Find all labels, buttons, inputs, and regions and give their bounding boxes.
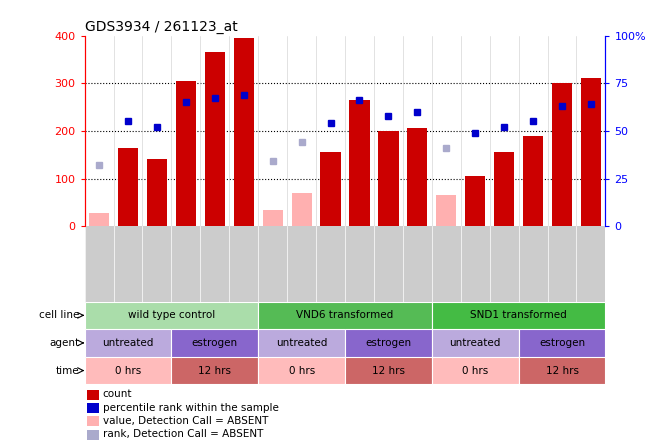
Bar bbox=[432, 357, 519, 385]
Bar bbox=[408, 128, 428, 226]
Text: 12 hrs: 12 hrs bbox=[546, 365, 579, 376]
Bar bbox=[436, 195, 456, 226]
Bar bbox=[147, 159, 167, 226]
Bar bbox=[258, 329, 345, 357]
Text: VND6 transformed: VND6 transformed bbox=[296, 310, 394, 320]
Text: 12 hrs: 12 hrs bbox=[199, 365, 231, 376]
Bar bbox=[552, 83, 572, 226]
Text: value, Detection Call = ABSENT: value, Detection Call = ABSENT bbox=[103, 416, 268, 426]
Text: 12 hrs: 12 hrs bbox=[372, 365, 405, 376]
Text: agent: agent bbox=[49, 338, 79, 348]
Bar bbox=[85, 329, 171, 357]
Bar bbox=[345, 357, 432, 385]
Bar bbox=[87, 403, 99, 413]
Bar bbox=[87, 430, 99, 440]
Bar bbox=[292, 193, 312, 226]
Text: 0 hrs: 0 hrs bbox=[288, 365, 314, 376]
Text: untreated: untreated bbox=[450, 338, 501, 348]
Bar bbox=[378, 131, 398, 226]
Bar bbox=[87, 390, 99, 400]
Text: time: time bbox=[56, 365, 79, 376]
Bar bbox=[204, 52, 225, 226]
Bar bbox=[118, 147, 138, 226]
Text: untreated: untreated bbox=[102, 338, 154, 348]
Text: wild type control: wild type control bbox=[128, 310, 215, 320]
Bar bbox=[171, 329, 258, 357]
Text: 0 hrs: 0 hrs bbox=[115, 365, 141, 376]
Text: percentile rank within the sample: percentile rank within the sample bbox=[103, 403, 279, 412]
Bar bbox=[258, 301, 432, 329]
Text: untreated: untreated bbox=[276, 338, 327, 348]
Bar bbox=[85, 357, 171, 385]
Bar bbox=[432, 301, 605, 329]
Bar bbox=[465, 176, 486, 226]
Bar bbox=[85, 301, 258, 329]
Text: 0 hrs: 0 hrs bbox=[462, 365, 488, 376]
Bar bbox=[494, 152, 514, 226]
Bar bbox=[87, 416, 99, 426]
Text: SND1 transformed: SND1 transformed bbox=[470, 310, 567, 320]
Text: rank, Detection Call = ABSENT: rank, Detection Call = ABSENT bbox=[103, 429, 263, 439]
Text: estrogen: estrogen bbox=[192, 338, 238, 348]
Bar bbox=[523, 136, 543, 226]
Bar bbox=[581, 79, 601, 226]
Bar bbox=[171, 357, 258, 385]
Bar bbox=[345, 329, 432, 357]
Text: cell line: cell line bbox=[39, 310, 79, 320]
Bar bbox=[519, 357, 605, 385]
Bar bbox=[519, 329, 605, 357]
Text: estrogen: estrogen bbox=[539, 338, 585, 348]
Bar bbox=[234, 38, 254, 226]
Bar bbox=[89, 213, 109, 226]
Bar bbox=[262, 210, 283, 226]
Bar bbox=[350, 100, 370, 226]
Text: count: count bbox=[103, 389, 132, 399]
Text: estrogen: estrogen bbox=[365, 338, 411, 348]
Text: GDS3934 / 261123_at: GDS3934 / 261123_at bbox=[85, 20, 238, 35]
Bar bbox=[432, 329, 519, 357]
Bar bbox=[320, 152, 340, 226]
Bar bbox=[176, 81, 196, 226]
Bar bbox=[258, 357, 345, 385]
